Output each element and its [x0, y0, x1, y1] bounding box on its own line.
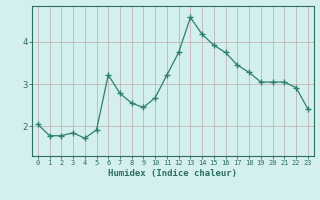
X-axis label: Humidex (Indice chaleur): Humidex (Indice chaleur) [108, 169, 237, 178]
